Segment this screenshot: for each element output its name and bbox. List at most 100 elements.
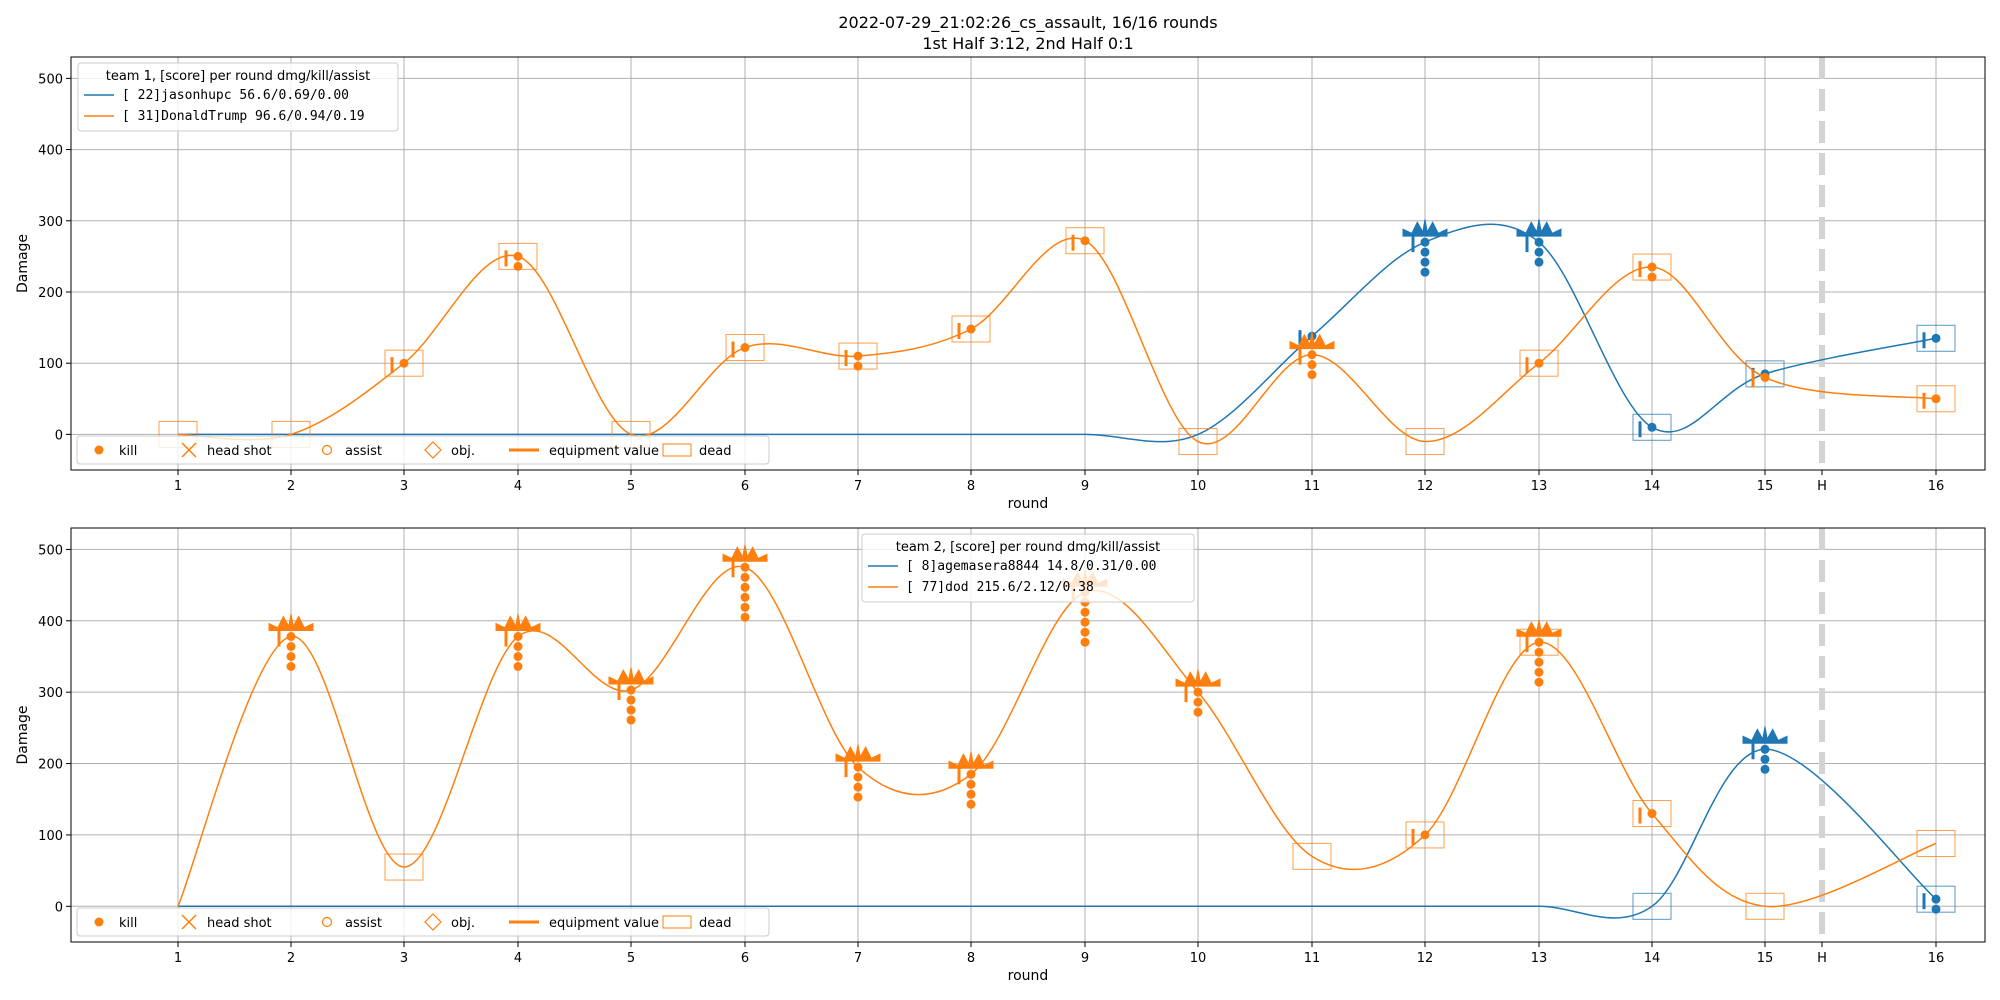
dead-marker (1916, 385, 1956, 413)
dead-legend-icon (662, 915, 692, 929)
y-tick-label: 100 (38, 357, 63, 372)
kill-marker (1307, 360, 1317, 370)
x-tick-label: 13 (1531, 951, 1548, 966)
kill-marker (1760, 372, 1770, 382)
x-tick-label: 15 (1757, 951, 1774, 966)
kill-marker (853, 782, 863, 792)
x-tick-label: 4 (514, 479, 522, 494)
kill-marker (740, 592, 750, 602)
kill-marker (853, 351, 863, 361)
dead-marker (725, 334, 765, 362)
dead-marker (1745, 892, 1785, 920)
kill-marker (1420, 247, 1430, 257)
kill-marker (1534, 247, 1544, 257)
series-1 (158, 227, 1956, 456)
x-tick-label: 2 (287, 479, 295, 494)
marker-legend-label: assist (345, 444, 382, 459)
series-line (178, 748, 1937, 919)
marker-legend-label: kill (119, 444, 137, 459)
legend-series-name: [ 31]DonaldTrump 96.6/0.94/0.19 (122, 109, 365, 124)
kill-legend-icon (94, 917, 104, 927)
kill-marker (853, 792, 863, 802)
x-tick-label: 9 (1081, 951, 1089, 966)
kill-marker (513, 651, 523, 661)
x-tick-label: 13 (1531, 479, 1548, 494)
x-tick-label: 7 (854, 951, 862, 966)
x-tick-label: 14 (1644, 951, 1661, 966)
y-tick-label: 300 (38, 686, 63, 701)
y-tick-label: 0 (55, 428, 63, 443)
x-tick-label: 5 (627, 479, 635, 494)
kill-marker (1647, 272, 1657, 282)
kill-marker (626, 695, 636, 705)
dead-marker (1292, 842, 1332, 870)
kill-marker (1534, 657, 1544, 667)
kill-marker (1534, 637, 1544, 647)
x-tick-label: H (1817, 479, 1827, 494)
x-tick-label: H (1817, 951, 1827, 966)
dead-marker (1632, 800, 1672, 828)
kill-marker (513, 641, 523, 651)
x-tick-label: 6 (741, 951, 749, 966)
series-line (177, 237, 1937, 445)
kill-marker (1647, 809, 1657, 819)
dead-marker (1065, 227, 1105, 255)
y-tick-label: 500 (38, 543, 63, 558)
axes-frame (70, 527, 1986, 943)
dead-marker (1405, 821, 1445, 849)
crown-marker (948, 751, 994, 769)
kill-marker (1760, 764, 1770, 774)
kill-marker (513, 661, 523, 671)
assist-legend-icon (321, 444, 333, 456)
dead-marker (1632, 892, 1672, 920)
assist-legend-icon (321, 916, 333, 928)
legend-series-name: [ 8]agemasera8844 14.8/0.31/0.00 (906, 559, 1156, 574)
x-tick-label: 1 (174, 951, 182, 966)
legend-title: team 1, [score] per round dmg/kill/assis… (106, 69, 371, 84)
crown-marker (1175, 669, 1221, 687)
x-tick-label: 6 (741, 479, 749, 494)
dead-marker (1405, 428, 1445, 456)
kill-marker (740, 602, 750, 612)
kill-marker (966, 324, 976, 334)
kill-marker (966, 799, 976, 809)
y-tick-label: 500 (38, 72, 63, 87)
axes-frame (70, 56, 1986, 471)
x-tick-label: 11 (1304, 951, 1321, 966)
kill-marker (626, 685, 636, 695)
kill-marker (740, 582, 750, 592)
x-tick-label: 1 (174, 479, 182, 494)
kill-marker (1080, 617, 1090, 627)
chart-title-line1: 2022-07-29_21:02:26_cs_assault, 16/16 ro… (838, 13, 1217, 33)
kill-marker (740, 612, 750, 622)
kill-marker (286, 631, 296, 641)
marker-legend-label: obj. (451, 916, 475, 931)
kill-marker (1647, 422, 1657, 432)
head-shot-legend-icon (181, 914, 197, 930)
kill-marker (1534, 358, 1544, 368)
kill-legend-icon (94, 445, 104, 455)
marker-legend-label: dead (699, 444, 731, 459)
kill-marker (1931, 394, 1941, 404)
kill-marker (286, 651, 296, 661)
kill-marker (1534, 237, 1544, 247)
legend-series-name: [ 77]dod 215.6/2.12/0.38 (906, 580, 1094, 595)
series-legend: team 1, [score] per round dmg/kill/assis… (77, 62, 399, 132)
x-axis-label: round (1008, 968, 1049, 984)
x-tick-label: 3 (400, 951, 408, 966)
dead-marker (1745, 360, 1785, 388)
kill-marker (1534, 677, 1544, 687)
y-axis-label: Damage (15, 705, 31, 764)
kill-marker (966, 779, 976, 789)
kill-marker (1080, 627, 1090, 637)
x-tick-label: 8 (967, 951, 975, 966)
y-tick-label: 400 (38, 615, 63, 630)
x-tick-label: 5 (627, 951, 635, 966)
kill-marker (286, 641, 296, 651)
series-0 (178, 726, 1956, 920)
kill-marker (1080, 236, 1090, 246)
kill-marker (1534, 647, 1544, 657)
dead-marker (384, 853, 424, 881)
